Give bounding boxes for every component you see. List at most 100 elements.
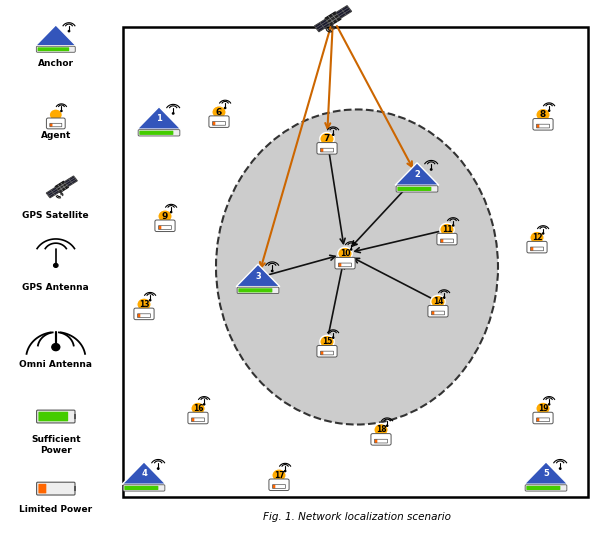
Text: 10: 10: [340, 249, 350, 258]
Circle shape: [284, 470, 286, 472]
FancyBboxPatch shape: [533, 412, 553, 424]
FancyBboxPatch shape: [209, 116, 229, 128]
Polygon shape: [524, 462, 568, 484]
FancyBboxPatch shape: [74, 486, 76, 491]
Circle shape: [272, 469, 286, 482]
FancyBboxPatch shape: [437, 233, 457, 245]
Ellipse shape: [216, 109, 498, 425]
Text: 15: 15: [322, 337, 332, 346]
FancyBboxPatch shape: [269, 479, 289, 491]
FancyBboxPatch shape: [139, 131, 173, 135]
Polygon shape: [55, 181, 68, 193]
FancyBboxPatch shape: [527, 241, 547, 253]
FancyBboxPatch shape: [525, 485, 567, 491]
Text: 1: 1: [156, 114, 162, 123]
Circle shape: [530, 231, 544, 244]
Text: 6: 6: [216, 108, 222, 116]
Circle shape: [212, 106, 226, 119]
FancyBboxPatch shape: [397, 187, 431, 191]
Circle shape: [158, 210, 172, 223]
Circle shape: [68, 30, 70, 32]
Circle shape: [320, 132, 334, 145]
Circle shape: [350, 249, 352, 250]
Text: Anchor: Anchor: [38, 59, 74, 68]
Polygon shape: [122, 462, 166, 484]
Text: 18: 18: [376, 426, 386, 434]
Text: 7: 7: [324, 135, 330, 143]
Text: 11: 11: [442, 225, 452, 234]
Text: 16: 16: [193, 404, 203, 413]
Circle shape: [386, 425, 388, 426]
Circle shape: [320, 335, 334, 348]
Text: 14: 14: [433, 297, 443, 306]
FancyBboxPatch shape: [38, 48, 69, 51]
FancyBboxPatch shape: [158, 226, 161, 230]
Circle shape: [49, 109, 62, 121]
FancyBboxPatch shape: [191, 418, 194, 422]
Circle shape: [440, 223, 454, 236]
Circle shape: [332, 337, 334, 338]
FancyBboxPatch shape: [338, 263, 341, 267]
Text: 8: 8: [540, 111, 546, 119]
Circle shape: [137, 298, 151, 311]
Circle shape: [52, 343, 60, 351]
FancyBboxPatch shape: [440, 239, 443, 243]
Circle shape: [224, 107, 226, 108]
Text: GPS Satellite: GPS Satellite: [22, 211, 89, 220]
FancyBboxPatch shape: [50, 123, 52, 127]
Circle shape: [170, 211, 172, 213]
FancyBboxPatch shape: [530, 247, 533, 251]
FancyBboxPatch shape: [138, 130, 180, 136]
Text: Omni Antenna: Omni Antenna: [19, 360, 92, 370]
FancyBboxPatch shape: [317, 143, 337, 154]
FancyBboxPatch shape: [526, 486, 560, 490]
FancyBboxPatch shape: [237, 287, 279, 294]
FancyBboxPatch shape: [431, 311, 434, 315]
Circle shape: [332, 134, 334, 135]
Circle shape: [431, 295, 445, 308]
FancyBboxPatch shape: [123, 27, 588, 497]
FancyBboxPatch shape: [533, 119, 553, 130]
Circle shape: [61, 111, 62, 112]
FancyBboxPatch shape: [536, 418, 539, 422]
FancyBboxPatch shape: [320, 351, 323, 355]
FancyBboxPatch shape: [272, 485, 275, 489]
FancyBboxPatch shape: [37, 410, 75, 423]
FancyBboxPatch shape: [37, 482, 75, 495]
Circle shape: [157, 468, 159, 469]
FancyBboxPatch shape: [188, 412, 208, 424]
Circle shape: [53, 263, 58, 268]
Text: 3: 3: [255, 272, 261, 280]
Circle shape: [443, 297, 445, 298]
Polygon shape: [64, 176, 77, 186]
Circle shape: [548, 110, 550, 111]
Circle shape: [374, 423, 388, 436]
FancyBboxPatch shape: [123, 485, 165, 491]
Circle shape: [559, 468, 561, 469]
Polygon shape: [137, 107, 181, 129]
FancyBboxPatch shape: [374, 439, 377, 443]
FancyBboxPatch shape: [134, 308, 154, 320]
Text: Agent: Agent: [41, 131, 71, 140]
Polygon shape: [395, 163, 439, 185]
FancyBboxPatch shape: [212, 122, 215, 125]
Polygon shape: [325, 12, 341, 26]
Polygon shape: [336, 5, 352, 18]
Text: 17: 17: [274, 471, 284, 480]
Text: GPS Antenna: GPS Antenna: [22, 283, 89, 292]
Circle shape: [203, 404, 205, 405]
Circle shape: [536, 108, 550, 121]
Polygon shape: [46, 187, 59, 198]
FancyBboxPatch shape: [37, 46, 75, 52]
Circle shape: [149, 300, 151, 301]
FancyBboxPatch shape: [155, 220, 175, 232]
Text: Limited Power: Limited Power: [19, 505, 92, 514]
FancyBboxPatch shape: [238, 288, 272, 293]
Circle shape: [536, 402, 550, 415]
FancyBboxPatch shape: [371, 434, 391, 445]
Text: 2: 2: [414, 170, 420, 179]
FancyBboxPatch shape: [320, 148, 323, 152]
Text: 4: 4: [141, 469, 147, 478]
Circle shape: [271, 270, 273, 272]
FancyBboxPatch shape: [335, 257, 355, 269]
